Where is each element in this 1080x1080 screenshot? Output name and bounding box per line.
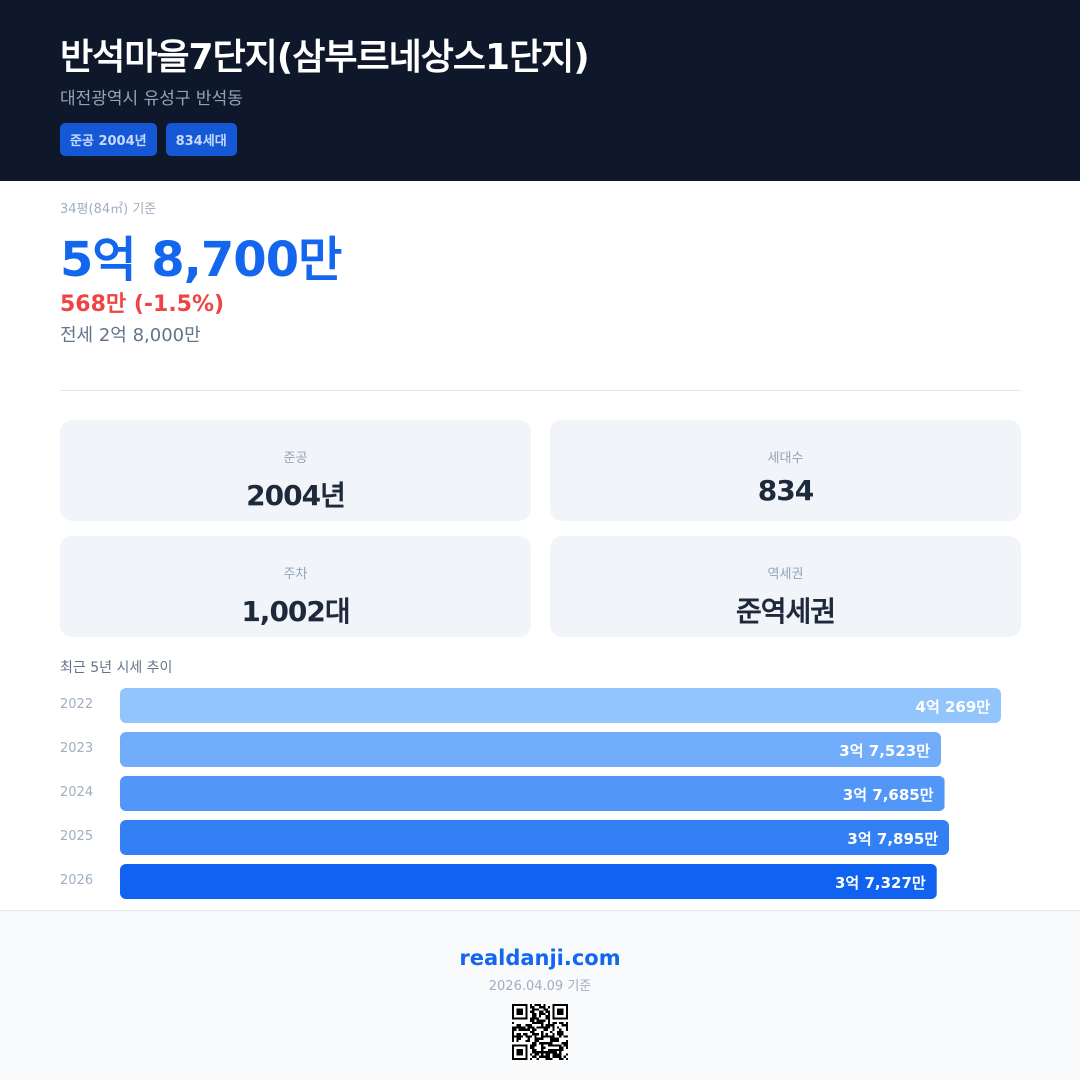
stat-label: 역세권 — [767, 567, 804, 582]
bar-year-label: 2025 — [60, 829, 94, 844]
stat-value: 2004년 — [246, 479, 346, 512]
stat-label: 세대수 — [767, 451, 804, 466]
area-basis: 34평(84㎡) 기준 — [60, 202, 157, 217]
sale-price: 5억 8,700만 — [60, 232, 342, 288]
trend-title: 최근 5년 시세 추이 — [60, 660, 173, 676]
stat-value: 1,002대 — [241, 595, 350, 628]
jeonse-price: 전세 2억 8,000만 — [60, 325, 201, 346]
bar-year-label: 2026 — [60, 873, 94, 888]
header: 반석마을7단지(삼부르네상스1단지) 대전광역시 유성구 반석동 준공 2004… — [0, 0, 1080, 181]
bar-year-label: 2024 — [60, 785, 94, 800]
bar-value-label: 3억 7,327만 — [835, 874, 926, 892]
bar-row: 2022 4억 269만 — [60, 688, 1020, 723]
divider — [60, 390, 1021, 391]
site-link[interactable]: realdanji.com — [459, 946, 621, 970]
bar-row: 2025 3억 7,895만 — [60, 820, 1020, 855]
stat-card-station: 역세권 준역세권 — [550, 536, 1021, 637]
stat-card-parking: 주차 1,002대 — [60, 536, 531, 637]
bar-year-label: 2023 — [60, 741, 94, 756]
bar: 4억 269만 — [120, 688, 1001, 723]
stat-label: 준공 — [283, 451, 308, 466]
bar-row: 2024 3억 7,685만 — [60, 776, 1020, 811]
stat-label: 주차 — [283, 567, 308, 582]
stat-value: 준역세권 — [735, 595, 836, 628]
bar: 3억 7,327만 — [120, 864, 937, 899]
bar-value-label: 3억 7,685만 — [842, 786, 934, 804]
stat-value: 834 — [757, 474, 814, 507]
bar-row: 2026 3억 7,327만 — [60, 864, 1020, 899]
footer: realdanji.com 2026.04.09 기준 — [0, 910, 1080, 1080]
bar: 3억 7,685만 — [120, 776, 945, 811]
bar-value-label: 3억 7,895만 — [847, 830, 939, 848]
bar: 3억 7,523만 — [120, 732, 941, 767]
stat-card-built: 준공 2004년 — [60, 420, 531, 521]
bar-value-label: 4억 269만 — [915, 698, 991, 716]
badge-built-year: 준공 2004년 — [60, 123, 157, 156]
bar-value-label: 3억 7,523만 — [839, 742, 931, 760]
complex-title: 반석마을7단지(삼부르네상스1단지) — [60, 37, 590, 78]
bar-year-label: 2022 — [60, 697, 94, 712]
badge-households: 834세대 — [165, 123, 237, 156]
address: 대전광역시 유성구 반석동 — [60, 89, 243, 109]
stat-card-households: 세대수 834 — [550, 420, 1021, 521]
bar: 3억 7,895만 — [120, 820, 949, 855]
price-change: 568만 (-1.5%) — [60, 292, 225, 317]
data-date: 2026.04.09 기준 — [488, 979, 592, 994]
bar-row: 2023 3억 7,523만 — [60, 732, 1020, 767]
qr-code-icon[interactable] — [512, 1004, 568, 1060]
